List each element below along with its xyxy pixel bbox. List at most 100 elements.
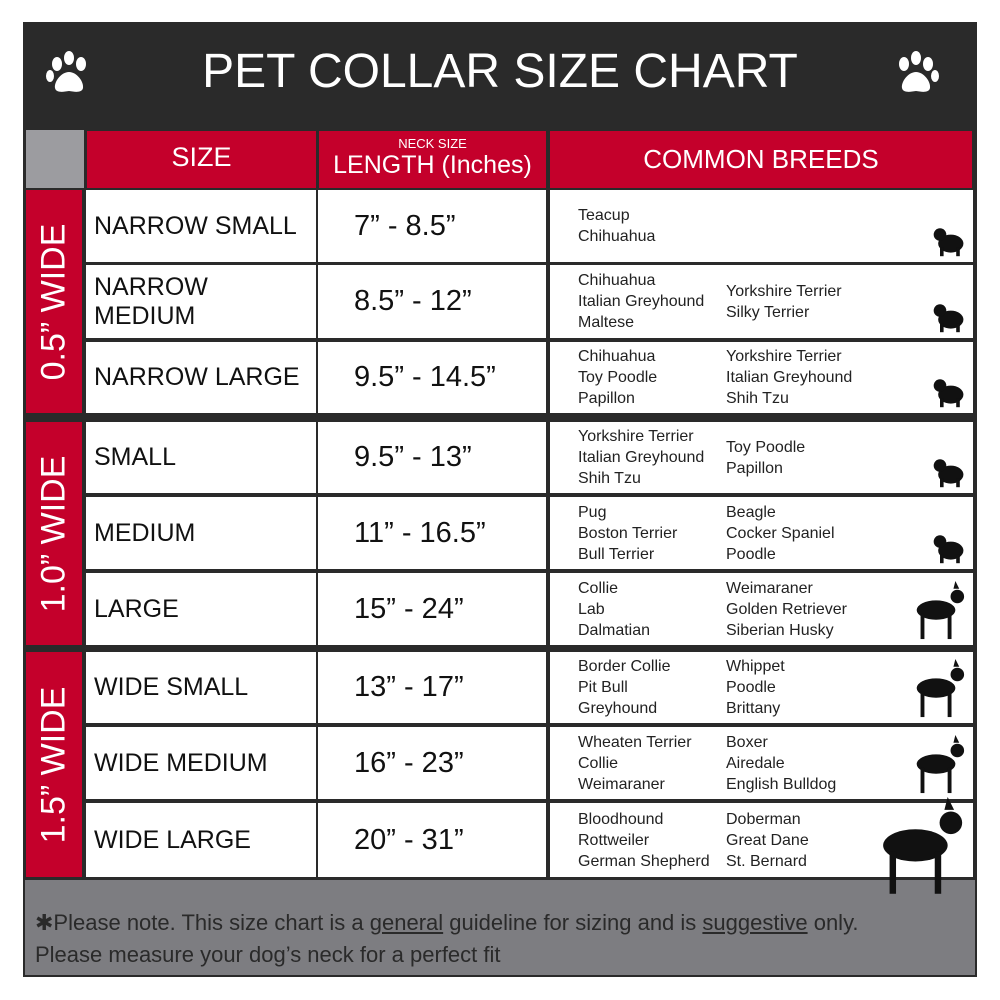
- header-length: NECK SIZE LENGTH (Inches): [319, 131, 546, 188]
- length-cell: 13” - 17”: [318, 652, 546, 723]
- breed-name: Pug: [578, 503, 607, 521]
- length-cell: 11” - 16.5”: [318, 497, 546, 569]
- breed-name: Great Dane: [726, 831, 809, 849]
- length-cell: 8.5” - 12”: [318, 265, 546, 338]
- breeds-right-list: Toy Poodle Papillon: [726, 422, 805, 493]
- breeds-right-list: Yorkshire Terrier Italian Greyhound Shih T…: [726, 342, 852, 413]
- breed-name: Chihuahua: [578, 228, 656, 245]
- breed-name: Italian Greyhound: [578, 293, 705, 310]
- length-cell: 16” - 23”: [318, 727, 546, 799]
- breed-name: Airedale: [726, 754, 785, 772]
- breeds-right-list: Beagle Cocker Spaniel Poodle: [726, 497, 835, 569]
- chihuahua-silhouette-icon: [933, 304, 964, 333]
- breed-name: Italian Greyhound: [726, 369, 853, 386]
- breeds-left-list: Bloodhound Rottweiler German Shepherd: [578, 803, 710, 877]
- size-cell: MEDIUM: [86, 497, 316, 569]
- page-title: PET COLLAR SIZE CHART: [202, 45, 798, 98]
- header-size: SIZE: [87, 131, 316, 188]
- breed-name: Siberian Husky: [726, 621, 834, 639]
- breed-name: Shih Tzu: [726, 390, 789, 407]
- breed-name: English Bulldog: [726, 775, 837, 793]
- group-label-text: 1.5” WIDE: [34, 686, 73, 843]
- size-cell: NARROW LARGE: [86, 342, 316, 413]
- length-cell: 20” - 31”: [318, 803, 546, 877]
- header-length-sub: NECK SIZE: [398, 136, 467, 151]
- breed-name: Maltese: [578, 314, 635, 331]
- breed-name: Collie: [578, 754, 619, 772]
- breeds-cell: Collie Lab Dalmatian Weimaraner Golden Retri…: [550, 573, 973, 645]
- breed-name: Shih Tzu: [578, 470, 641, 487]
- breed-name: Doberman: [726, 810, 801, 828]
- doberman-silhouette-icon: [883, 797, 963, 894]
- breeds-right-list: Weimaraner Golden Retriever Siberian Husky: [726, 573, 847, 645]
- breeds-left-list: Teacup Chihuahua: [578, 190, 655, 262]
- breeds-cell: Border Collie Pit Bull Greyhound Whippet Poo…: [550, 652, 973, 723]
- pomeranian-silhouette-icon: [933, 459, 964, 488]
- breed-name: Rottweiler: [578, 831, 650, 849]
- breed-name: Papillon: [578, 390, 635, 407]
- length-cell: 9.5” - 13”: [318, 422, 546, 493]
- yorkie-silhouette-icon: [933, 228, 964, 257]
- breed-name: Yorkshire Terrier: [578, 428, 694, 445]
- group-label-text: 1.0” WIDE: [34, 455, 73, 612]
- breed-name: Pit Bull: [578, 679, 628, 696]
- size-cell: WIDE SMALL: [86, 652, 316, 723]
- paw-icon: [46, 51, 86, 92]
- breed-name: Cocker Spaniel: [726, 524, 835, 542]
- breed-name: Weimaraner: [726, 579, 813, 597]
- footer-note: ✱Please note. This size chart is a gener…: [25, 880, 975, 975]
- length-cell: 15” - 24”: [318, 573, 546, 645]
- note-text: guideline for sizing and is: [443, 910, 703, 935]
- breeds-left-list: Pug Boston Terrier Bull Terrier: [578, 497, 677, 569]
- breed-name: Silky Terrier: [726, 303, 810, 321]
- bulldog-silhouette-icon: [916, 659, 965, 718]
- breed-name: Teacup: [578, 207, 630, 224]
- spaniel-silhouette-icon: [933, 535, 964, 564]
- breed-name: Boston Terrier: [578, 524, 678, 542]
- breeds-cell: Chihuahua Italian Greyhound Maltese Yorkshi…: [550, 265, 973, 338]
- pitbull-silhouette-icon: [916, 735, 965, 794]
- breeds-left-list: Border Collie Pit Bull Greyhound: [578, 652, 670, 723]
- breed-name: Greyhound: [578, 700, 658, 717]
- footer-line-2: Please measure your dog’s neck for a per…: [35, 942, 501, 967]
- size-cell: LARGE: [86, 573, 316, 645]
- note-text: ✱Please note. This size chart is a: [35, 910, 370, 935]
- breed-name: Bloodhound: [578, 810, 664, 828]
- size-cell: WIDE MEDIUM: [86, 727, 316, 799]
- footer-line-1: ✱Please note. This size chart is a gener…: [35, 910, 859, 936]
- breed-name: Golden Retriever: [726, 600, 847, 618]
- breed-name: Poodle: [726, 545, 776, 563]
- size-cell: NARROW SMALL: [86, 190, 316, 262]
- breed-name: Border Collie: [578, 658, 671, 675]
- breed-name: Toy Poodle: [578, 369, 658, 386]
- breed-name: Bull Terrier: [578, 545, 655, 563]
- breed-name: Boxer: [726, 733, 768, 751]
- breeds-left-list: Collie Lab Dalmatian: [578, 573, 650, 645]
- title-bar: PET COLLAR SIZE CHART: [23, 22, 977, 128]
- length-cell: 9.5” - 14.5”: [318, 342, 546, 413]
- size-cell: WIDE LARGE: [86, 803, 316, 877]
- breeds-cell: Pug Boston Terrier Bull Terrier Beagle Cocke…: [550, 497, 973, 569]
- group-label-text: 0.5” WIDE: [34, 223, 73, 380]
- note-text: only.: [807, 910, 859, 935]
- breed-name: Beagle: [726, 503, 776, 521]
- breed-name: Weimaraner: [578, 775, 665, 793]
- breeds-left-list: Wheaten Terrier Collie Weimaraner: [578, 727, 692, 799]
- breeds-cell: Yorkshire Terrier Italian Greyhound Shih T…: [550, 422, 973, 493]
- breed-name: Papillon: [726, 459, 783, 477]
- breed-name: Toy Poodle: [726, 438, 806, 456]
- pomeranian-silhouette-icon: [933, 379, 964, 408]
- breeds-left-list: Chihuahua Toy Poodle Papillon: [578, 342, 657, 413]
- breeds-right-list: Doberman Great Dane St. Bernard: [726, 803, 809, 877]
- breed-name: Lab: [578, 600, 605, 618]
- group-label-2: 1.5” WIDE: [26, 652, 82, 877]
- length-cell: 7” - 8.5”: [318, 190, 546, 262]
- breeds-right-list: Whippet Poodle Brittany: [726, 652, 785, 723]
- shepherd-silhouette-icon: [916, 581, 965, 640]
- breed-name: Italian Greyhound: [578, 449, 705, 466]
- breed-name: Chihuahua: [578, 272, 656, 289]
- breeds-left-list: Yorkshire Terrier Italian Greyhound Shih T…: [578, 422, 704, 493]
- breeds-cell: Chihuahua Toy Poodle Papillon Yorkshire Ter…: [550, 342, 973, 413]
- breed-name: Brittany: [726, 700, 781, 717]
- breeds-right-list: Boxer Airedale English Bulldog: [726, 727, 836, 799]
